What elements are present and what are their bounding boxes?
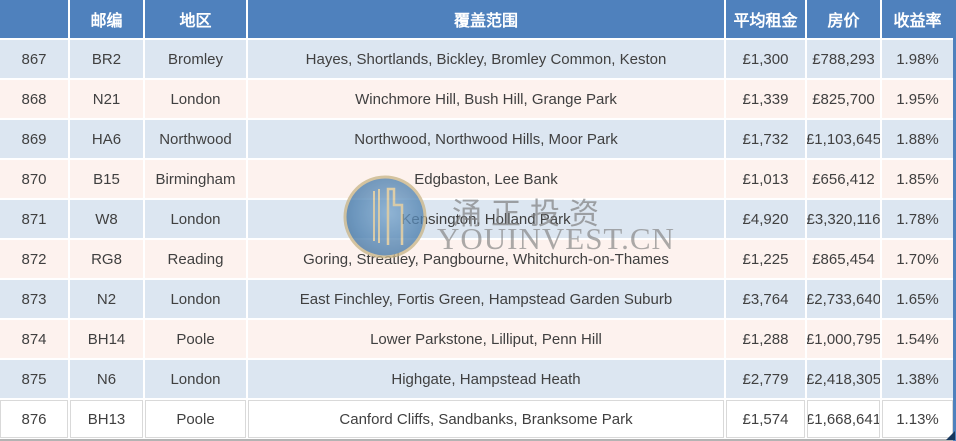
cell-coverage[interactable]: Hayes, Shortlands, Bickley, Bromley Comm… <box>248 40 724 78</box>
cell-avg_rent[interactable]: £4,920 <box>726 200 805 238</box>
cell-coverage[interactable]: Canford Cliffs, Sandbanks, Branksome Par… <box>248 400 724 438</box>
cell-index[interactable]: 873 <box>0 280 68 318</box>
header-postcode[interactable]: 邮编 <box>70 0 143 38</box>
cell-avg_rent[interactable]: £3,764 <box>726 280 805 318</box>
cell-coverage[interactable]: Highgate, Hampstead Heath <box>248 360 724 398</box>
cell-price[interactable]: £3,320,116 <box>807 200 880 238</box>
cell-postcode[interactable]: W8 <box>70 200 143 238</box>
cell-price[interactable]: £1,668,641 <box>807 400 880 438</box>
cell-area[interactable]: Northwood <box>145 120 246 158</box>
header-yield[interactable]: 收益率 <box>882 0 953 38</box>
cell-coverage[interactable]: Northwood, Northwood Hills, Moor Park <box>248 120 724 158</box>
cell-price[interactable]: £788,293 <box>807 40 880 78</box>
cell-postcode[interactable]: N2 <box>70 280 143 318</box>
header-area[interactable]: 地区 <box>145 0 246 38</box>
cell-yield[interactable]: 1.65% <box>882 280 953 318</box>
cell-area[interactable]: Bromley <box>145 40 246 78</box>
cell-index[interactable]: 867 <box>0 40 68 78</box>
cell-postcode[interactable]: B15 <box>70 160 143 198</box>
cell-index[interactable]: 871 <box>0 200 68 238</box>
cell-price[interactable]: £825,700 <box>807 80 880 118</box>
cell-coverage[interactable]: Kensington, Holland Park <box>248 200 724 238</box>
cell-area[interactable]: Poole <box>145 400 246 438</box>
cell-coverage[interactable]: East Finchley, Fortis Green, Hampstead G… <box>248 280 724 318</box>
header-coverage[interactable]: 覆盖范围 <box>248 0 724 38</box>
cell-yield[interactable]: 1.95% <box>882 80 953 118</box>
cell-area[interactable]: London <box>145 200 246 238</box>
cell-avg_rent[interactable]: £1,574 <box>726 400 805 438</box>
cell-postcode[interactable]: BH13 <box>70 400 143 438</box>
cell-avg_rent[interactable]: £1,339 <box>726 80 805 118</box>
resize-handle-icon[interactable] <box>946 431 955 440</box>
cell-coverage[interactable]: Lower Parkstone, Lilliput, Penn Hill <box>248 320 724 358</box>
cell-avg_rent[interactable]: £1,288 <box>726 320 805 358</box>
cell-index[interactable]: 874 <box>0 320 68 358</box>
table-bottom-border <box>0 439 953 441</box>
cell-index[interactable]: 875 <box>0 360 68 398</box>
cell-area[interactable]: Poole <box>145 320 246 358</box>
cell-yield[interactable]: 1.54% <box>882 320 953 358</box>
cell-yield[interactable]: 1.85% <box>882 160 953 198</box>
header-index[interactable] <box>0 0 68 38</box>
cell-postcode[interactable]: BH14 <box>70 320 143 358</box>
cell-yield[interactable]: 1.70% <box>882 240 953 278</box>
cell-postcode[interactable]: N6 <box>70 360 143 398</box>
cell-index[interactable]: 872 <box>0 240 68 278</box>
cell-yield[interactable]: 1.78% <box>882 200 953 238</box>
cell-yield[interactable]: 1.13% <box>882 400 953 438</box>
cell-postcode[interactable]: N21 <box>70 80 143 118</box>
cell-avg_rent[interactable]: £1,300 <box>726 40 805 78</box>
cell-index[interactable]: 868 <box>0 80 68 118</box>
cell-index[interactable]: 876 <box>0 400 68 438</box>
cell-area[interactable]: Reading <box>145 240 246 278</box>
cell-postcode[interactable]: BR2 <box>70 40 143 78</box>
cell-price[interactable]: £2,418,305 <box>807 360 880 398</box>
header-avg_rent[interactable]: 平均租金 <box>726 0 805 38</box>
cell-price[interactable]: £865,454 <box>807 240 880 278</box>
cell-coverage[interactable]: Winchmore Hill, Bush Hill, Grange Park <box>248 80 724 118</box>
cell-postcode[interactable]: HA6 <box>70 120 143 158</box>
window-edge-strip <box>953 0 956 441</box>
cell-area[interactable]: London <box>145 360 246 398</box>
cell-index[interactable]: 870 <box>0 160 68 198</box>
cell-area[interactable]: Birmingham <box>145 160 246 198</box>
cell-avg_rent[interactable]: £1,225 <box>726 240 805 278</box>
cell-yield[interactable]: 1.98% <box>882 40 953 78</box>
cell-area[interactable]: London <box>145 280 246 318</box>
cell-avg_rent[interactable]: £1,732 <box>726 120 805 158</box>
cell-price[interactable]: £2,733,640 <box>807 280 880 318</box>
cell-coverage[interactable]: Goring, Streatley, Pangbourne, Whitchurc… <box>248 240 724 278</box>
cell-yield[interactable]: 1.88% <box>882 120 953 158</box>
cell-avg_rent[interactable]: £1,013 <box>726 160 805 198</box>
header-price[interactable]: 房价 <box>807 0 880 38</box>
cell-yield[interactable]: 1.38% <box>882 360 953 398</box>
cell-avg_rent[interactable]: £2,779 <box>726 360 805 398</box>
cell-area[interactable]: London <box>145 80 246 118</box>
cell-price[interactable]: £1,000,795 <box>807 320 880 358</box>
cell-price[interactable]: £656,412 <box>807 160 880 198</box>
cell-index[interactable]: 869 <box>0 120 68 158</box>
cell-postcode[interactable]: RG8 <box>70 240 143 278</box>
cell-price[interactable]: £1,103,645 <box>807 120 880 158</box>
cell-coverage[interactable]: Edgbaston, Lee Bank <box>248 160 724 198</box>
